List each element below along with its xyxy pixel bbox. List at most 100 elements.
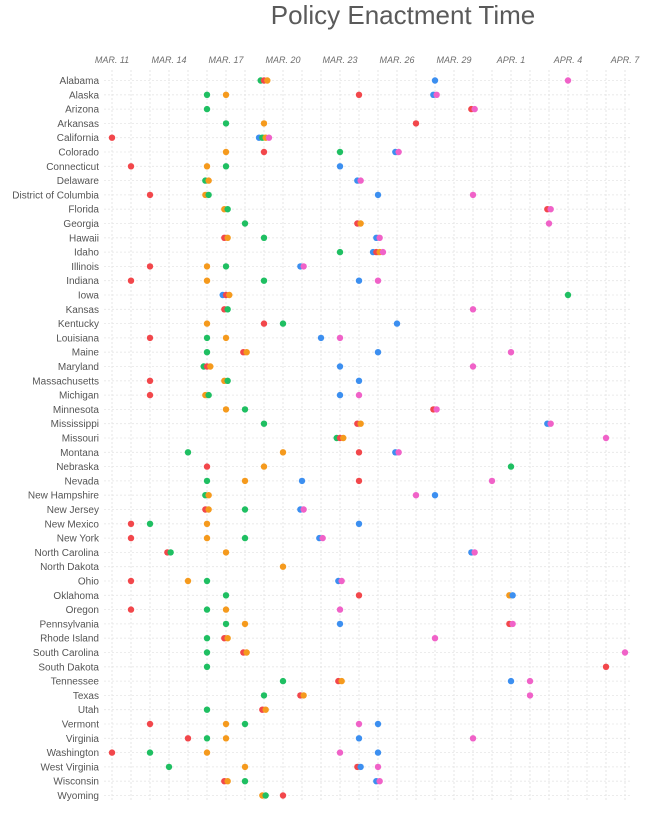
- state-label: New York: [57, 534, 100, 545]
- data-point: [471, 549, 478, 556]
- data-point: [431, 77, 439, 84]
- data-point: [127, 163, 135, 170]
- data-point: [262, 792, 269, 799]
- state-label: Oklahoma: [53, 591, 99, 602]
- data-point: [469, 735, 477, 742]
- data-point: [222, 549, 230, 556]
- state-label: Montana: [60, 448, 99, 459]
- data-point: [279, 449, 287, 456]
- data-point: [224, 778, 231, 785]
- state-label: Nebraska: [56, 462, 99, 473]
- state-label: Georgia: [63, 219, 99, 230]
- data-point: [203, 463, 211, 470]
- data-point: [374, 720, 382, 728]
- state-label: Massachusetts: [32, 376, 99, 387]
- x-tick-label: MAR. 29: [436, 55, 471, 65]
- data-point: [469, 363, 477, 370]
- data-point: [355, 377, 363, 384]
- data-point: [146, 720, 154, 728]
- data-point: [127, 534, 135, 542]
- state-label: South Dakota: [38, 662, 99, 673]
- data-point: [222, 148, 230, 156]
- data-point: [207, 363, 214, 370]
- data-point: [336, 391, 344, 399]
- data-point: [395, 449, 402, 456]
- data-points: [108, 77, 629, 799]
- data-point: [203, 534, 211, 542]
- data-point: [509, 592, 516, 599]
- data-point: [393, 320, 401, 327]
- data-point: [205, 506, 212, 513]
- x-tick-label: MAR. 26: [379, 55, 414, 65]
- state-label: Connecticut: [46, 162, 99, 173]
- state-label: New Mexico: [45, 519, 100, 530]
- vertical-gridlines: [111, 70, 626, 802]
- data-point: [203, 520, 211, 527]
- data-point: [395, 148, 402, 156]
- state-label: Michigan: [59, 391, 99, 402]
- data-point: [224, 234, 231, 241]
- x-tick-label: MAR. 11: [95, 55, 129, 65]
- data-point: [526, 677, 534, 685]
- state-label: Pennsylvania: [40, 619, 100, 630]
- data-point: [165, 763, 173, 771]
- data-point: [412, 120, 420, 127]
- data-point: [433, 91, 440, 99]
- state-label: Washington: [47, 748, 99, 759]
- data-point: [469, 306, 477, 313]
- data-point: [146, 520, 154, 527]
- state-label: Vermont: [62, 720, 99, 731]
- data-point: [203, 577, 211, 585]
- data-point: [222, 735, 230, 742]
- data-point: [374, 749, 382, 756]
- data-point: [127, 606, 135, 613]
- y-axis-state-labels: Alabama Alaska Arizona Arkansas California Co…: [12, 76, 100, 802]
- data-point: [279, 792, 287, 799]
- data-point: [224, 635, 231, 642]
- state-label: Nevada: [65, 476, 100, 487]
- x-tick-label: APR. 1: [496, 55, 526, 65]
- data-point: [222, 606, 230, 613]
- data-point: [205, 492, 212, 499]
- state-label: North Dakota: [40, 562, 99, 573]
- state-label: Delaware: [57, 176, 100, 187]
- data-point: [146, 191, 154, 199]
- data-point: [108, 749, 116, 756]
- data-point: [338, 677, 345, 685]
- data-point: [507, 349, 515, 356]
- data-point: [260, 320, 268, 327]
- state-label: District of Columbia: [12, 190, 99, 201]
- data-point: [241, 778, 249, 785]
- data-point: [336, 363, 344, 370]
- chart-title: Policy Enactment Time: [270, 0, 536, 30]
- data-point: [338, 577, 345, 585]
- data-point: [203, 663, 211, 670]
- state-label: Idaho: [74, 248, 99, 259]
- state-label: North Carolina: [35, 548, 100, 559]
- data-point: [336, 749, 344, 756]
- state-label: Maryland: [58, 362, 99, 373]
- state-label: Wisconsin: [53, 777, 99, 788]
- data-point: [222, 263, 230, 270]
- state-label: Texas: [73, 691, 99, 702]
- data-point: [127, 577, 135, 585]
- state-label: Indiana: [66, 276, 99, 287]
- data-point: [262, 706, 269, 713]
- data-point: [260, 463, 268, 470]
- data-point: [336, 248, 344, 256]
- data-point: [127, 277, 135, 284]
- data-point: [260, 420, 268, 427]
- data-point: [241, 506, 249, 513]
- state-label: Kentucky: [58, 319, 99, 330]
- state-label: Virginia: [66, 734, 100, 745]
- data-point: [260, 234, 268, 241]
- x-axis-tick-labels: MAR. 11 MAR. 14 MAR. 17 MAR. 20 MAR. 23 MAR. …: [95, 55, 640, 65]
- data-point: [241, 220, 249, 227]
- data-point: [374, 191, 382, 199]
- data-point: [509, 620, 516, 628]
- horizontal-gridlines: [104, 80, 632, 796]
- data-point: [374, 277, 382, 284]
- data-point: [319, 534, 326, 542]
- data-point: [205, 191, 212, 199]
